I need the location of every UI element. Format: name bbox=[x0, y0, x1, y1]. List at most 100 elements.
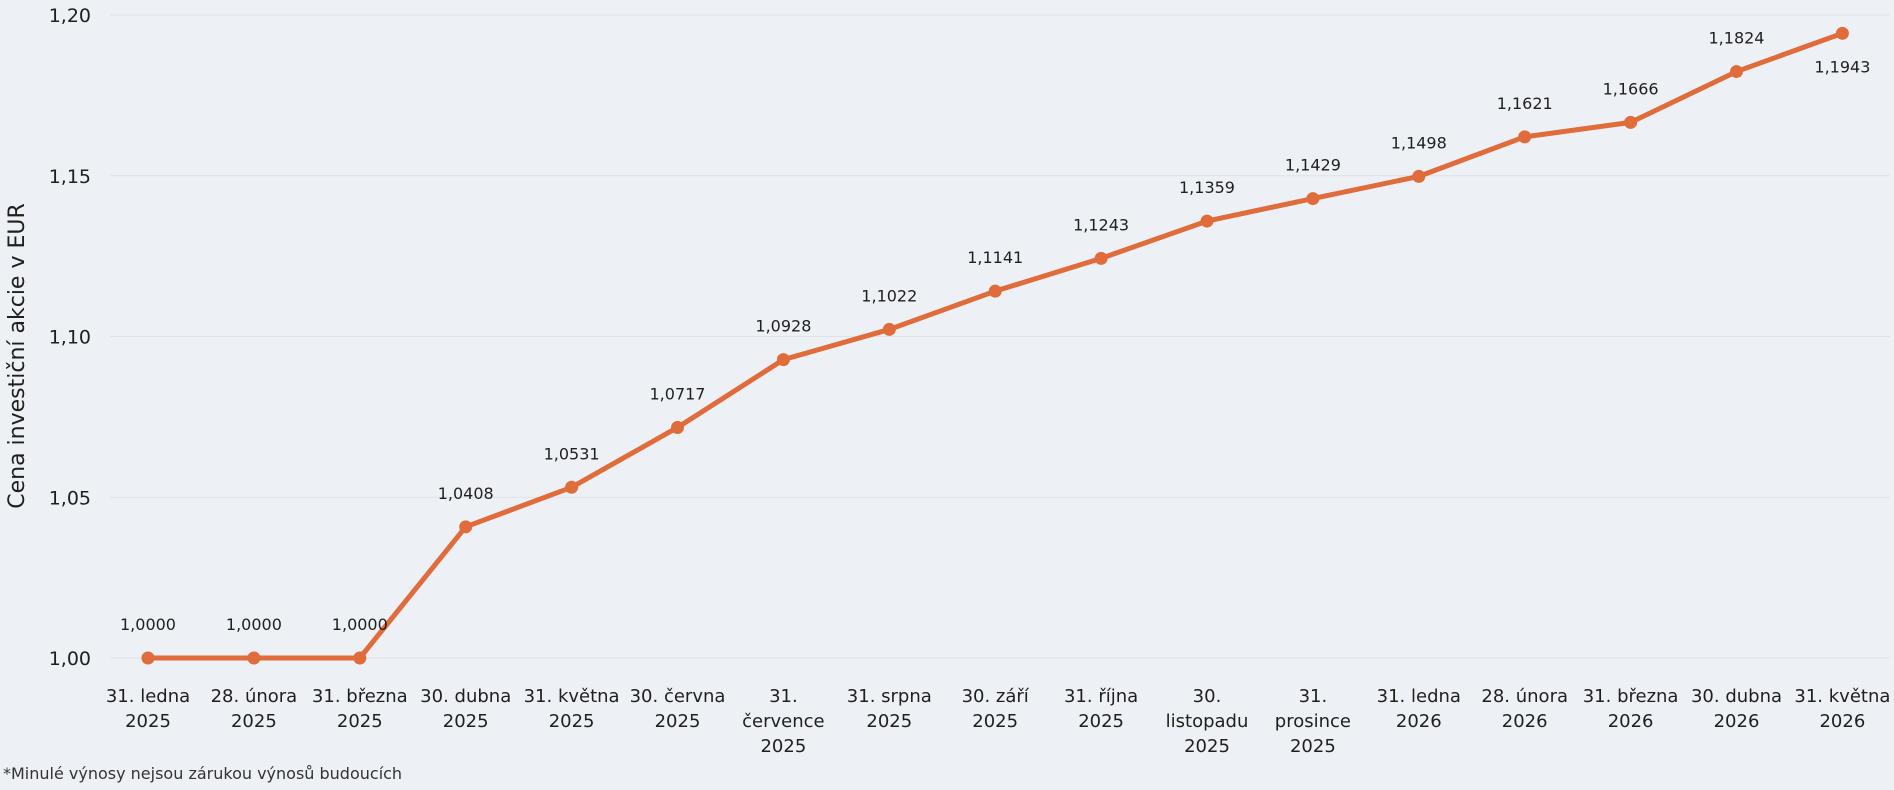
x-tick-label-line: 2025 bbox=[549, 711, 595, 732]
x-tick-label-line: 2025 bbox=[866, 711, 912, 732]
data-point bbox=[141, 651, 155, 665]
x-tick-label: 30. září 2025 bbox=[962, 686, 1030, 732]
y-tick-label: 1,10 bbox=[49, 327, 91, 349]
x-tick-label-line: 31. března bbox=[1583, 686, 1679, 707]
data-label: 1,1359 bbox=[1179, 178, 1235, 197]
x-tick-label-line: 31. března bbox=[312, 686, 408, 707]
data-label: 1,1666 bbox=[1603, 79, 1659, 98]
data-label: 1,1429 bbox=[1285, 156, 1341, 175]
data-label: 1,1621 bbox=[1497, 94, 1553, 113]
x-tick-label-line: 30. bbox=[1193, 686, 1222, 707]
x-tick-label: 31. ledna 2026 bbox=[1377, 686, 1461, 732]
x-tick-label-line: 2025 bbox=[1184, 736, 1230, 757]
x-tick-label-line: července bbox=[742, 711, 824, 732]
x-tick-label-line: 2025 bbox=[655, 711, 701, 732]
y-axis-ticks: 1,00 1,05 1,10 1,15 1,20 bbox=[49, 5, 91, 670]
data-label: 1,0408 bbox=[438, 484, 494, 503]
data-point bbox=[671, 420, 684, 434]
x-tick-label-line: 31. ledna bbox=[106, 686, 190, 707]
x-tick-label: 28. února 2025 bbox=[211, 686, 298, 732]
data-label: 1,1243 bbox=[1073, 215, 1129, 234]
x-tick-label-line: 2025 bbox=[443, 711, 489, 732]
x-tick-label-line: 31. května bbox=[524, 686, 620, 707]
x-tick-label: 31. srpna 2025 bbox=[847, 686, 932, 732]
data-label: 1,1498 bbox=[1391, 133, 1447, 152]
data-point bbox=[882, 322, 896, 336]
x-tick-label-line: 30. září bbox=[962, 686, 1030, 707]
disclaimer-footnote: *Minulé výnosy nejsou zárukou výnosů bud… bbox=[3, 764, 403, 783]
data-point bbox=[1094, 251, 1108, 265]
x-tick-label-line: 28. února bbox=[211, 686, 298, 707]
x-tick-label: 30. listopadu 2025 bbox=[1166, 686, 1249, 757]
x-tick-label: 31. července 2025 bbox=[742, 686, 824, 757]
x-tick-label-line: 2025 bbox=[125, 711, 171, 732]
data-labels: 1,0000 1,0000 1,0000 1,0408 1,0531 1,0717 1,09… bbox=[120, 29, 1870, 634]
x-tick-label: 31. března 2026 bbox=[1583, 686, 1679, 732]
y-tick-label: 1,15 bbox=[49, 166, 91, 188]
series-line bbox=[145, 30, 1845, 661]
x-tick-label-line: 31. ledna bbox=[1377, 686, 1461, 707]
x-tick-label: 30. dubna 2026 bbox=[1691, 686, 1782, 732]
data-point bbox=[1730, 65, 1743, 79]
x-tick-label: 31. března 2025 bbox=[312, 686, 408, 732]
x-tick-label-line: 2025 bbox=[760, 736, 806, 757]
x-tick-label-line: 31. května bbox=[1794, 686, 1890, 707]
x-tick-label-line: 2025 bbox=[231, 711, 277, 732]
y-tick-label: 1,05 bbox=[49, 487, 91, 509]
data-point bbox=[1200, 214, 1214, 228]
x-tick-label-line: 30. června bbox=[630, 686, 726, 707]
x-tick-label-line: 2026 bbox=[1608, 711, 1654, 732]
x-tick-label: 31. října 2025 bbox=[1064, 686, 1138, 732]
data-label: 1,1022 bbox=[861, 286, 917, 305]
x-tick-label-line: 2026 bbox=[1396, 711, 1442, 732]
x-tick-label-line: listopadu bbox=[1166, 711, 1249, 732]
gridlines bbox=[110, 14, 1890, 659]
x-tick-label-line: prosince bbox=[1275, 711, 1351, 732]
data-label: 1,0000 bbox=[332, 615, 388, 634]
data-point bbox=[1835, 26, 1849, 40]
x-tick-label-line: 31. bbox=[769, 686, 798, 707]
data-point bbox=[1624, 115, 1638, 129]
x-tick-label-line: 31. října bbox=[1064, 686, 1138, 707]
x-tick-label-line: 28. února bbox=[1481, 686, 1568, 707]
data-label: 1,0717 bbox=[650, 384, 706, 403]
x-tick-label-line: 2025 bbox=[1078, 711, 1124, 732]
x-tick-label-line: 2025 bbox=[1290, 736, 1336, 757]
x-tick-label-line: 2026 bbox=[1714, 711, 1760, 732]
data-point bbox=[776, 353, 790, 367]
y-tick-label: 1,00 bbox=[49, 648, 91, 670]
x-tick-label-line: 30. dubna bbox=[420, 686, 511, 707]
x-tick-label-line: 2026 bbox=[1502, 711, 1548, 732]
x-tick-label: 31. prosince 2025 bbox=[1275, 686, 1351, 757]
data-point bbox=[1518, 130, 1532, 144]
x-tick-label-line: 30. dubna bbox=[1691, 686, 1782, 707]
x-tick-label: 30. dubna 2025 bbox=[420, 686, 511, 732]
data-point bbox=[1306, 192, 1320, 206]
x-tick-label: 31. ledna 2025 bbox=[106, 686, 190, 732]
series-points bbox=[141, 26, 1849, 665]
x-tick-label-line: 31. srpna bbox=[847, 686, 932, 707]
data-point bbox=[247, 651, 261, 665]
x-tick-label-line: 31. bbox=[1299, 686, 1328, 707]
data-label: 1,1141 bbox=[967, 248, 1023, 267]
data-point bbox=[459, 520, 473, 534]
data-label: 1,1824 bbox=[1709, 29, 1765, 48]
x-axis-ticks: 31. ledna 2025 28. února 2025 31. března 2025… bbox=[106, 686, 1891, 757]
data-point bbox=[1412, 169, 1426, 183]
y-axis-title: Cena investiční akcie v EUR bbox=[5, 203, 30, 509]
data-point bbox=[988, 284, 1002, 298]
x-tick-label-line: 2025 bbox=[972, 711, 1018, 732]
x-tick-label: 30. června 2025 bbox=[630, 686, 726, 732]
x-tick-label-line: 2025 bbox=[337, 711, 383, 732]
series-line-path bbox=[145, 30, 1845, 661]
data-label: 1,0000 bbox=[120, 615, 176, 634]
x-tick-label: 31. května 2025 bbox=[524, 686, 620, 732]
y-tick-label: 1,20 bbox=[49, 5, 91, 27]
x-tick-label: 31. května 2026 bbox=[1794, 686, 1890, 732]
x-tick-label: 28. února 2026 bbox=[1481, 686, 1568, 732]
data-label: 1,0531 bbox=[544, 444, 600, 463]
data-label: 1,0928 bbox=[755, 317, 811, 336]
data-label: 1,0000 bbox=[226, 615, 282, 634]
x-tick-label-line: 2026 bbox=[1819, 711, 1865, 732]
data-point bbox=[353, 651, 367, 665]
